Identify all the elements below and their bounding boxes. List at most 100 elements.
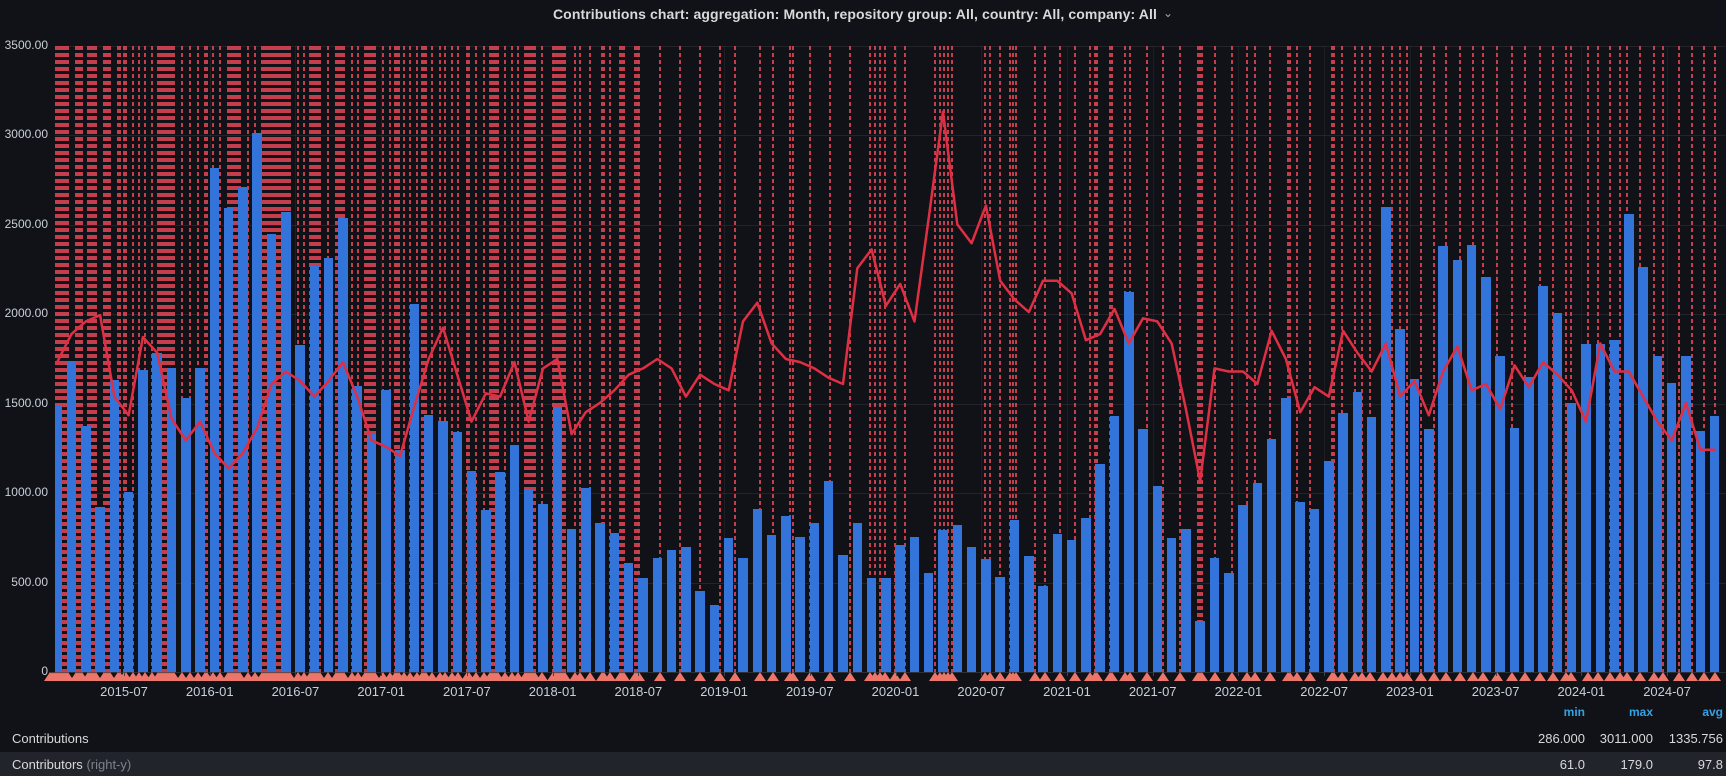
annotation-marker-icon[interactable] [1377,672,1389,681]
annotation-marker-icon[interactable] [804,672,816,681]
annotation-marker-icon[interactable] [1634,672,1646,681]
bar-2021-05[interactable] [1124,291,1134,672]
bar-2016-07[interactable] [295,344,305,672]
annotation-marker-icon[interactable] [1582,672,1594,681]
bar-2018-03[interactable] [581,487,591,672]
bar-2024-01[interactable] [1581,344,1591,672]
annotation-marker-icon[interactable] [470,672,482,681]
annotation-marker-icon[interactable] [824,672,836,681]
bar-2017-09[interactable] [495,472,505,672]
annotation-marker-icon[interactable] [767,672,779,681]
bar-2020-04[interactable] [938,529,948,672]
bar-2015-07[interactable] [123,492,134,672]
annotation-marker-icon[interactable] [1592,672,1604,681]
annotation-marker-icon[interactable] [1648,672,1660,681]
bar-2024-06[interactable] [1652,356,1663,672]
legend-header-avg[interactable]: avg [1702,705,1723,719]
bar-2020-05[interactable] [952,525,963,672]
annotation-marker-icon[interactable] [322,672,334,681]
annotation-marker-icon[interactable] [618,672,630,681]
annotation-marker-icon[interactable] [352,672,364,681]
bar-2024-10[interactable] [1709,416,1720,672]
bar-2022-02[interactable] [1252,482,1263,672]
annotation-marker-icon[interactable] [120,672,132,681]
bar-2016-09[interactable] [323,258,334,672]
annotation-marker-icon[interactable] [214,672,226,681]
annotation-marker-icon[interactable] [90,672,102,681]
annotation-marker-icon[interactable] [1386,672,1398,681]
bar-2016-04[interactable] [252,133,262,672]
bar-2024-08[interactable] [1681,356,1691,672]
legend-series-contributors[interactable]: Contributors (right-y) [12,756,132,772]
annotation-marker-icon[interactable] [946,672,958,681]
annotation-marker-icon[interactable] [1467,672,1479,681]
annotation-marker-icon[interactable] [529,672,541,681]
annotation-marker-icon[interactable] [754,672,766,681]
bar-2017-02[interactable] [395,449,405,672]
annotation-marker-icon[interactable] [899,672,911,681]
annotation-marker-icon[interactable] [984,672,996,681]
bar-2021-08[interactable] [1166,537,1177,672]
bar-2017-06[interactable] [452,431,462,672]
chevron-down-icon[interactable]: ⌄ [1162,6,1174,20]
annotation-marker-icon[interactable] [714,672,726,681]
bar-2019-07[interactable] [809,522,820,672]
bar-2015-09[interactable] [152,353,162,672]
bar-2023-07[interactable] [1495,356,1505,672]
bar-2020-06[interactable] [966,547,977,672]
annotation-marker-icon[interactable] [1336,672,1348,681]
annotation-marker-icon[interactable] [1657,672,1669,681]
annotation-marker-icon[interactable] [1698,672,1710,681]
annotation-marker-icon[interactable] [1209,672,1221,681]
annotation-marker-icon[interactable] [234,672,246,681]
bar-2019-06[interactable] [795,536,805,672]
bar-2021-04[interactable] [1109,416,1120,672]
bar-2023-06[interactable] [1481,276,1491,672]
bar-2022-06[interactable] [1309,509,1320,672]
bar-2019-10[interactable] [852,523,863,672]
bar-2018-12[interactable] [709,605,720,672]
bar-2023-12[interactable] [1566,402,1577,672]
annotation-marker-icon[interactable] [584,672,596,681]
bar-2019-04[interactable] [766,535,777,672]
bar-2018-01[interactable] [552,406,562,672]
bar-2017-04[interactable] [423,415,434,672]
bar-2021-03[interactable] [1095,464,1105,672]
bar-2024-05[interactable] [1638,266,1648,672]
annotation-marker-icon[interactable] [1686,672,1698,681]
annotation-marker-icon[interactable] [1039,672,1051,681]
bar-2021-09[interactable] [1181,529,1191,672]
bar-2019-08[interactable] [823,481,834,672]
bar-2016-02[interactable] [223,208,234,672]
annotation-marker-icon[interactable] [452,672,464,681]
annotation-marker-icon[interactable] [463,672,475,681]
annotation-marker-icon[interactable] [1141,672,1153,681]
bar-2016-12[interactable] [366,433,377,672]
annotation-marker-icon[interactable] [559,672,571,681]
annotation-marker-icon[interactable] [1226,672,1238,681]
annotation-marker-icon[interactable] [1519,672,1531,681]
annotation-marker-icon[interactable] [694,672,706,681]
bar-2017-10[interactable] [509,445,520,672]
bar-2017-01[interactable] [381,390,391,672]
bar-2015-10[interactable] [166,368,177,672]
bar-2018-08[interactable] [652,557,663,672]
bar-2024-09[interactable] [1695,431,1705,672]
annotation-marker-icon[interactable] [1010,672,1022,681]
bar-2018-11[interactable] [695,590,705,672]
annotation-marker-icon[interactable] [1709,672,1721,681]
annotation-marker-icon[interactable] [104,672,116,681]
legend-row-contributors[interactable]: Contributors (right-y) 61.0 179.0 97.8 [0,752,1726,776]
annotation-marker-icon[interactable] [674,672,686,681]
bar-2020-08[interactable] [995,577,1005,672]
bar-2020-01[interactable] [895,545,905,672]
bar-2023-11[interactable] [1552,313,1563,672]
bar-2021-11[interactable] [1209,557,1220,672]
annotation-marker-icon[interactable] [62,672,74,681]
bar-2022-03[interactable] [1266,439,1277,672]
bar-2019-03[interactable] [752,509,763,672]
bar-2022-05[interactable] [1295,501,1305,672]
bar-2022-11[interactable] [1381,206,1391,672]
annotation-marker-icon[interactable] [1604,672,1616,681]
annotation-marker-icon[interactable] [1054,672,1066,681]
